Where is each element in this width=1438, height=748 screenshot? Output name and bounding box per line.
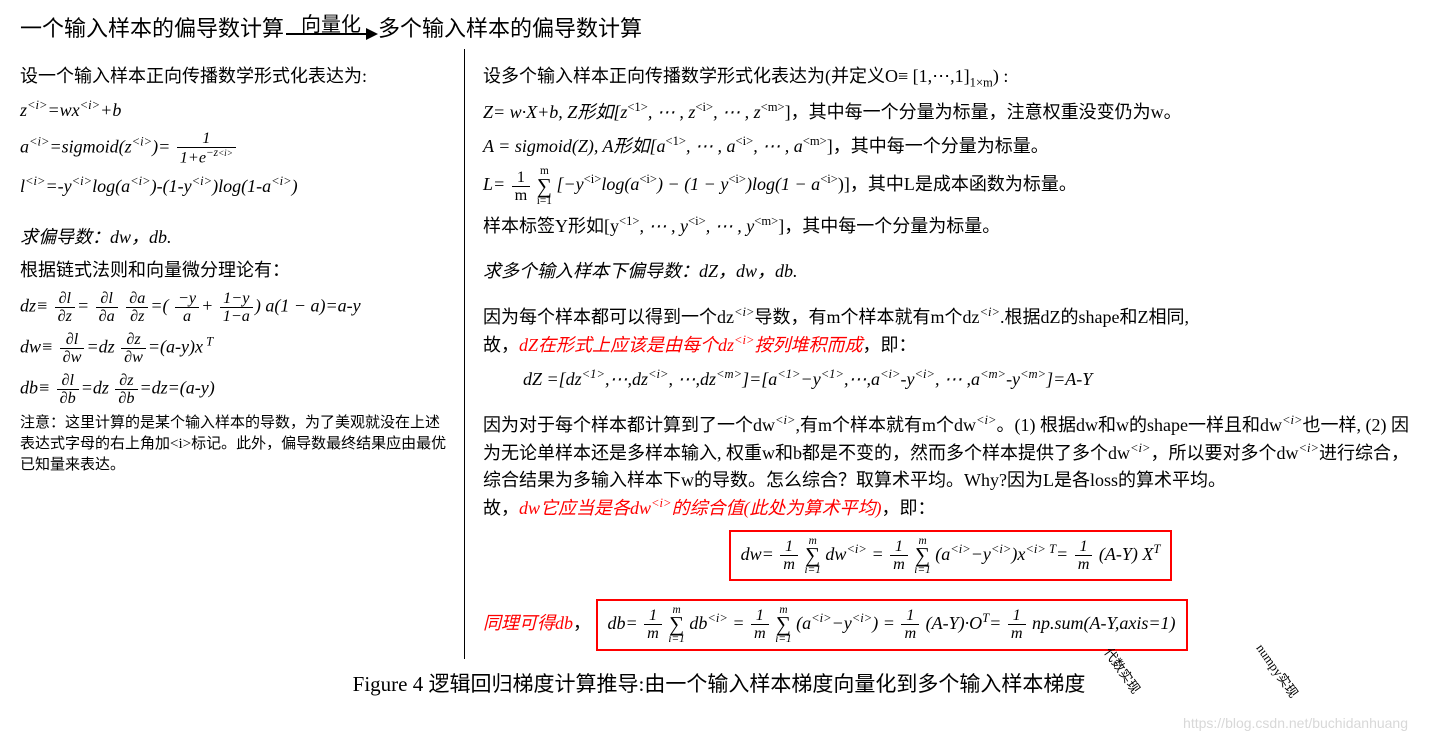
vectorize-arrow: 向量化 [286,15,376,35]
eq-Y: 样本标签Y形如[y<1>, ⋯ , y<i>, ⋯ , y<m>]，其中每一个分… [483,212,1418,240]
watermark: https://blog.csdn.net/buchidanhuang [1183,713,1408,734]
right-intro: 设多个输入样本正向传播数学形式化表达为(并定义O≡ [1,⋯,1]1×m) : [483,63,1418,92]
right-column: 设多个输入样本正向传播数学形式化表达为(并定义O≡ [1,⋯,1]1×m) : … [465,49,1418,659]
frac-sigmoid: 1 1+e−z<i> [177,130,236,166]
db-box: db= 1m m∑i=1 db<i> = 1m m∑i=1 (a<i>−y<i>… [596,599,1188,650]
db-red: 同理可得db [483,613,573,633]
chain-rule: 根据链式法则和向量微分理论有： [20,257,450,284]
arrow-label: 向量化 [301,15,361,35]
p2-red: dw它应当是各dw<i>的综合值(此处为算术平均) [519,498,882,518]
eq-dZ: dZ =[dz<1>,⋯,dz<i>, ⋯,dz<m>]=[a<1>−y<1>,… [483,365,1418,393]
p1-red: dZ在形式上应该是由每个dz<i>按列堆积而成 [519,335,863,355]
deriv-intro: 求偏导数：dw，db. [20,224,450,251]
header-row: 一个输入样本的偏导数计算 向量化 多个输入样本的偏导数计算 [20,12,1418,45]
eq-A: A = sigmoid(Z), A形如[a<1>, ⋯ , a<i>, ⋯ , … [483,132,1418,160]
arrow-line [286,33,376,35]
eq-Z: Z= w·X+b, Z形如[z<1>, ⋯ , z<i>, ⋯ , z<m>]，… [483,98,1418,126]
db-box-row: 同理可得db， db= 1m m∑i=1 db<i> = 1m m∑i=1 (a… [483,597,1418,652]
multi-deriv: 求多个输入样本下偏导数：dZ，dw，db. [483,258,1418,285]
left-column: 设一个输入样本正向传播数学形式化表达为: z<i>=wx<i>+b a<i>=s… [20,49,465,659]
p2: 因为对于每个样本都计算到了一个dw<i>,有m个样本就有m个dw<i>。(1) … [483,411,1418,522]
eq-dw: dw≡ ∂l∂w=dz ∂z∂w=(a-y)x T [20,331,450,366]
eq-db: db≡ ∂l∂b=dz ∂z∂b=dz=(a-y) [20,372,450,407]
header-right: 多个输入样本的偏导数计算 [378,12,642,45]
figure-caption: Figure 4 逻辑回归梯度计算推导:由一个输入样本梯度向量化到多个输入样本梯… [20,669,1418,701]
dw-box: dw= 1m m∑i=1 dw<i> = 1m m∑i=1 (a<i>−y<i>… [729,530,1173,581]
eq-a: a<i>=sigmoid(z<i>)= 1 1+e−z<i> [20,130,450,166]
p1: 因为每个样本都可以得到一个dz<i>导数，有m个样本就有m个dz<i>.根据dZ… [483,303,1418,359]
dw-box-row: dw= 1m m∑i=1 dw<i> = 1m m∑i=1 (a<i>−y<i>… [483,528,1418,583]
header-left: 一个输入样本的偏导数计算 [20,12,284,45]
eq-dz: dz≡ ∂l∂z= ∂l∂a ∂a∂z=( −ya+ 1−y1−a) a(1 −… [20,290,450,325]
columns: 设一个输入样本正向传播数学形式化表达为: z<i>=wx<i>+b a<i>=s… [20,49,1418,659]
left-intro: 设一个输入样本正向传播数学形式化表达为: [20,63,450,90]
left-note: 注意：这里计算的是某个输入样本的导数，为了美观就没在上述表达式字母的右上角加<i… [20,413,450,476]
sum-L: m∑i=1 [537,166,552,205]
eq-z: z<i>=wx<i>+b [20,96,450,124]
eq-l: l<i>=-y<i>log(a<i>)-(1-y<i>)log(1-a<i>) [20,172,450,200]
eq-L: L= 1m m∑i=1 [−y<i>log(a<i>) − (1 − y<i>)… [483,166,1418,205]
